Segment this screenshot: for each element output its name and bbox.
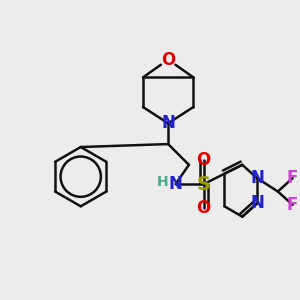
Text: O: O xyxy=(161,51,175,69)
Text: H: H xyxy=(156,175,168,189)
Text: F: F xyxy=(287,169,298,187)
Text: F: F xyxy=(287,196,298,214)
Text: N: N xyxy=(250,194,264,212)
Text: N: N xyxy=(161,114,175,132)
Text: O: O xyxy=(196,152,211,169)
Text: O: O xyxy=(196,199,211,217)
Text: S: S xyxy=(197,175,211,194)
Text: N: N xyxy=(169,175,182,193)
Text: N: N xyxy=(250,169,264,187)
